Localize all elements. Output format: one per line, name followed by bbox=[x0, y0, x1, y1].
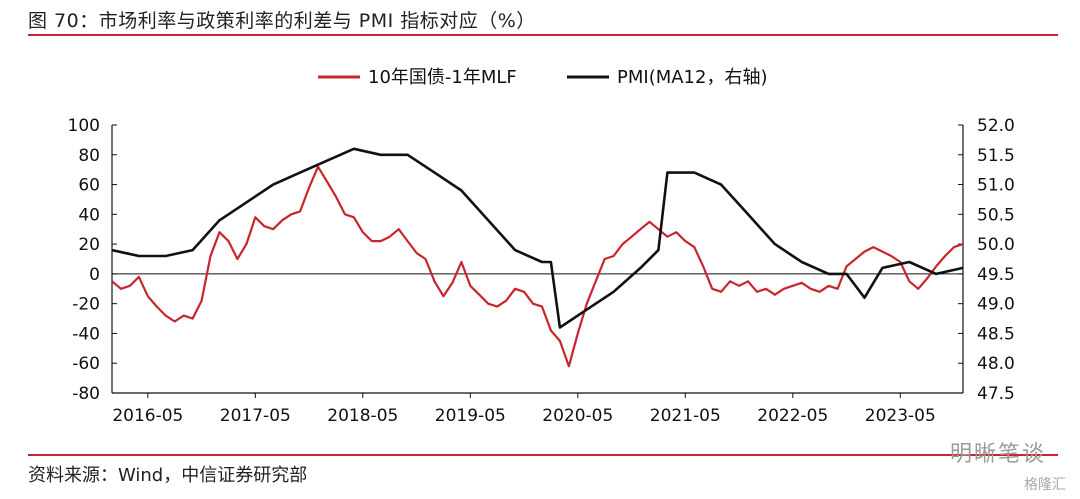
x-tick-label: 2016-05 bbox=[112, 406, 183, 426]
left-tick-label: 80 bbox=[78, 146, 100, 166]
chart-title: 图 70：市场利率与政策利率的利差与 PMI 指标对应（%） bbox=[28, 10, 536, 32]
left-tick-label: 40 bbox=[78, 205, 100, 225]
right-tick-label: 52.0 bbox=[977, 116, 1015, 136]
series-line-pmi bbox=[111, 147, 964, 329]
right-tick-label: 51.0 bbox=[977, 176, 1015, 196]
left-tick-label: 100 bbox=[68, 116, 100, 136]
legend: 10年国债-1年MLF PMI(MA12，右轴) bbox=[318, 67, 768, 88]
left-tick-label: -80 bbox=[72, 384, 100, 404]
legend-label: 10年国债-1年MLF bbox=[368, 67, 517, 88]
x-tick-label: 2022-05 bbox=[757, 406, 828, 426]
x-tick-label: 2020-05 bbox=[542, 406, 613, 426]
right-tick-label: 51.5 bbox=[977, 146, 1015, 166]
bottom-rule bbox=[28, 454, 1058, 456]
axes: 100 80 60 40 20 0 -20 -40 -60 -80 52.0 51.5 51.0 50.5… bbox=[68, 116, 1015, 426]
x-tick-label: 2021-05 bbox=[650, 406, 721, 426]
source-note: 资料来源：Wind，中信证券研究部 bbox=[28, 465, 308, 486]
left-tick-label: 60 bbox=[78, 176, 100, 196]
left-tick-label: -20 bbox=[72, 295, 100, 315]
watermark-secondary: 格隆汇 bbox=[1024, 477, 1066, 493]
right-tick-label: 49.5 bbox=[977, 265, 1015, 285]
series-line-spread bbox=[111, 165, 964, 368]
left-tick-label: -40 bbox=[72, 324, 100, 344]
right-tick-label: 48.5 bbox=[977, 324, 1015, 344]
x-tick-label: 2019-05 bbox=[435, 406, 506, 426]
left-tick-label: 20 bbox=[78, 235, 100, 255]
watermark: 明晰笔谈 bbox=[949, 442, 1046, 467]
right-tick-label: 48.0 bbox=[977, 354, 1015, 374]
x-tick-label: 2018-05 bbox=[327, 406, 398, 426]
legend-label: PMI(MA12，右轴) bbox=[617, 67, 768, 88]
right-tick-label: 47.5 bbox=[977, 384, 1015, 404]
x-tick-label: 2023-05 bbox=[865, 406, 936, 426]
series-layer bbox=[111, 147, 964, 368]
right-tick-label: 50.5 bbox=[977, 205, 1015, 225]
right-tick-label: 49.0 bbox=[977, 295, 1015, 315]
left-tick-label: -60 bbox=[72, 354, 100, 374]
x-tick-label: 2017-05 bbox=[220, 406, 291, 426]
top-rule bbox=[28, 34, 1058, 36]
right-tick-label: 50.0 bbox=[977, 235, 1015, 255]
left-tick-label: 0 bbox=[89, 265, 100, 285]
